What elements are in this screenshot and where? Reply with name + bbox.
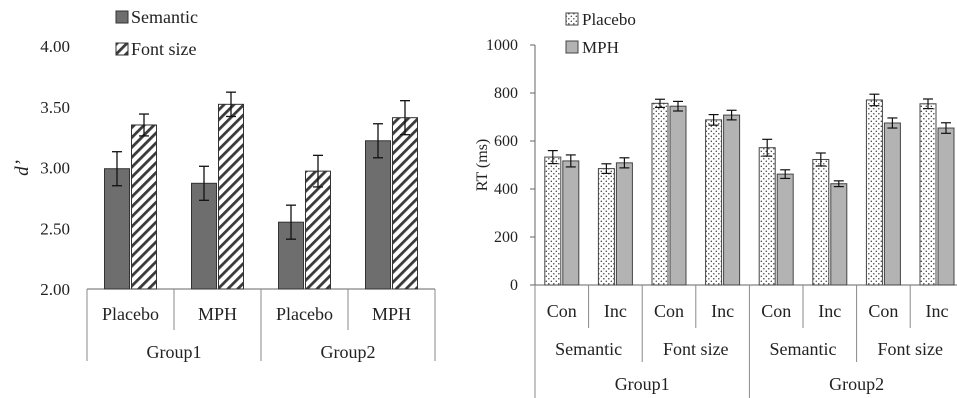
legend-swatch-semantic [115, 10, 129, 24]
legend-label-placebo: Placebo [582, 10, 636, 29]
x-tick-label: Inc [818, 301, 841, 321]
x-condition-label: Semantic [555, 339, 622, 359]
x-group-label: Group2 [321, 342, 376, 362]
y-tick-label: 400 [494, 181, 518, 198]
y-tick-label: 2.50 [40, 219, 70, 238]
x-tick-label: Placebo [276, 304, 333, 324]
y-axis-label: d’ [12, 160, 33, 176]
bar-mph-4 [723, 114, 741, 286]
x-tick-label: Inc [926, 301, 949, 321]
bar-semantic-placebo [104, 168, 130, 290]
legend-label-semantic: Semantic [131, 7, 198, 27]
bar-font-size-placebo [305, 170, 331, 290]
x-tick-label: Con [654, 301, 684, 321]
bar-mph-3 [669, 105, 687, 286]
legend-swatch-mph [565, 40, 579, 54]
bar-placebo-1 [544, 156, 562, 286]
x-tick-label: Con [868, 301, 898, 321]
bar-placebo-4 [705, 119, 723, 286]
y-tick-label: 600 [494, 133, 518, 150]
x-tick-label: MPH [372, 304, 411, 324]
x-tick-label: Con [761, 301, 791, 321]
bar-font-size-placebo [131, 124, 157, 290]
bar-mph-1 [562, 160, 580, 286]
y-tick-label: 2.00 [40, 280, 70, 299]
legend: Semantic Font size [115, 7, 198, 59]
bar-placebo-2 [597, 168, 615, 286]
legend-label-font-size: Font size [131, 39, 197, 59]
bar-placebo-5 [758, 147, 776, 286]
bar-mph-6 [830, 183, 848, 286]
bar-mph-7 [883, 122, 901, 286]
y-tick-label: 0 [510, 277, 518, 294]
y-axis-label: RT (ms) [474, 139, 491, 192]
bars [544, 99, 955, 286]
x-condition-label: Font size [877, 339, 943, 359]
y-tick-label: 3.50 [40, 98, 70, 117]
bar-placebo-6 [812, 158, 830, 286]
x-group-label: Group1 [615, 374, 670, 394]
bar-placebo-7 [865, 99, 883, 286]
x-tick-label: MPH [198, 304, 237, 324]
bar-mph-8 [937, 127, 955, 286]
legend-label-mph: MPH [582, 38, 619, 57]
bars [104, 103, 418, 290]
bar-font-size-mph [218, 103, 244, 290]
axes [86, 288, 436, 361]
bar-font-size-mph [392, 117, 418, 290]
legend-swatch-font-size [115, 42, 129, 56]
x-tick-label: Con [547, 301, 577, 321]
x-condition-label: Semantic [770, 339, 837, 359]
x-axis-labels: Con Inc Con Inc Con Inc Con Inc Semantic Font siz… [547, 301, 949, 394]
x-tick-label: Placebo [102, 304, 159, 324]
y-axis-ticks: 2.00 2.50 3.00 3.50 4.00 [40, 37, 70, 299]
y-tick-label: 800 [494, 85, 518, 102]
bar-semantic-mph [365, 140, 391, 290]
chart-d-prime: d’ 2.002.503.003.504.00 Placebo MPH Placeb… [12, 7, 436, 362]
x-tick-label: Inc [604, 301, 627, 321]
x-condition-label: Font size [663, 339, 729, 359]
y-tick-label: 200 [494, 229, 518, 246]
error-bars [547, 93, 951, 188]
x-group-label: Group2 [829, 374, 884, 394]
x-axis-labels: Placebo MPH Placebo MPH Group1 Group2 [102, 304, 411, 362]
bar-mph-5 [776, 173, 794, 286]
x-group-label: Group1 [147, 342, 202, 362]
bar-mph-2 [615, 162, 633, 286]
y-tick-label: 3.00 [40, 159, 70, 178]
legend-swatch-placebo [565, 12, 579, 26]
error-bars [112, 91, 410, 240]
bar-placebo-3 [651, 102, 669, 286]
y-tick-label: 1000 [486, 37, 518, 54]
bar-placebo-8 [919, 103, 937, 286]
legend: Placebo MPH [565, 10, 636, 57]
y-tick-label: 4.00 [40, 37, 70, 56]
y-axis-ticks: 0 200 400 600 800 1000 [486, 37, 518, 294]
x-tick-label: Inc [711, 301, 734, 321]
